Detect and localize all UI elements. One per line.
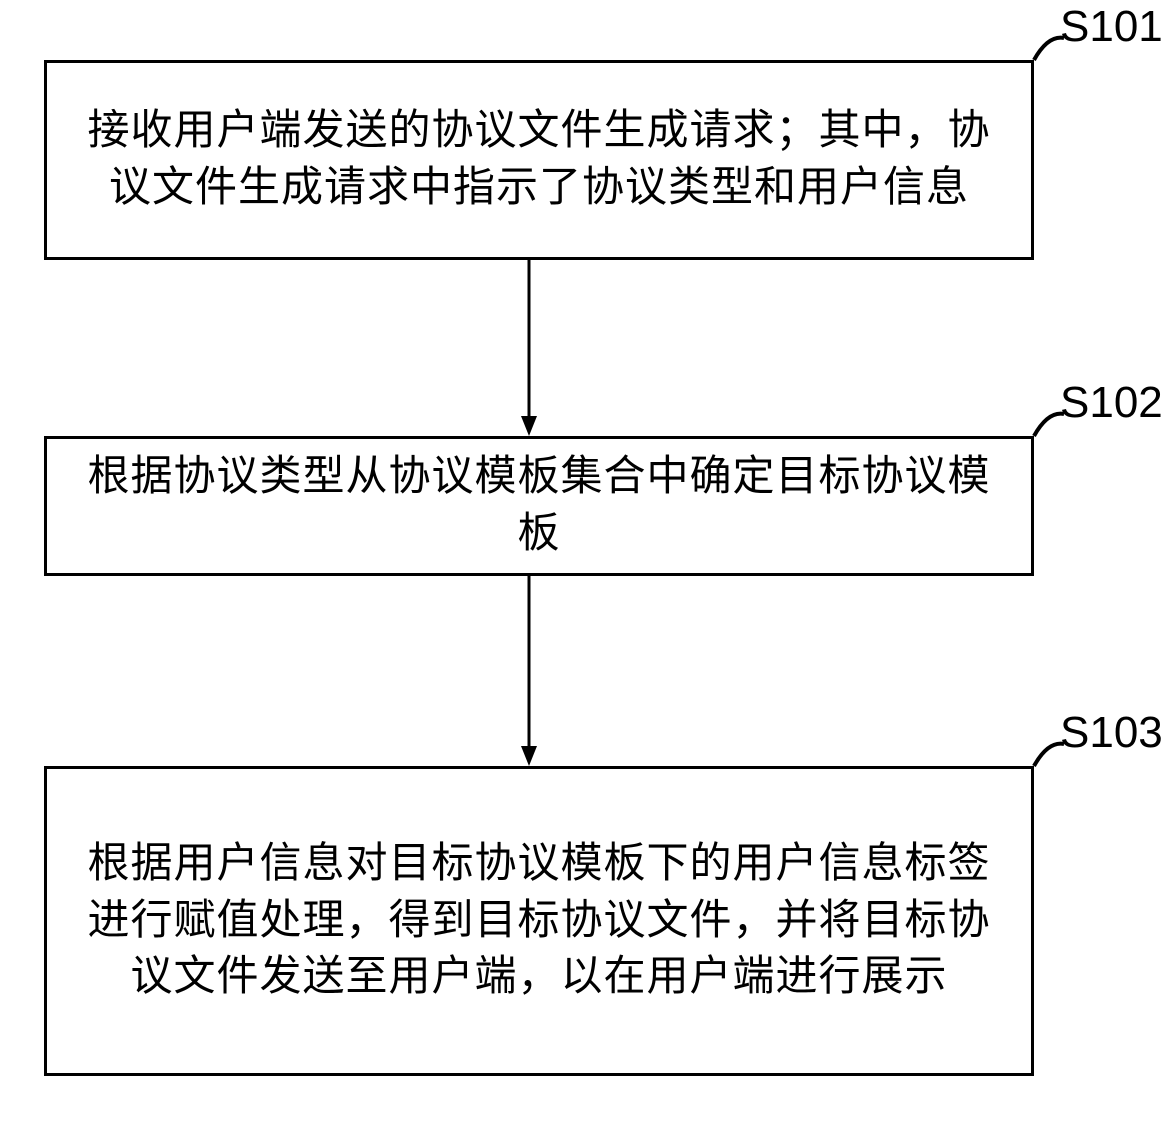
step-text-s103: 根据用户信息对目标协议模板下的用户信息标签进行赋值处理，得到目标协议文件，并将目…	[77, 836, 1001, 1006]
step-box-s102: 根据协议类型从协议模板集合中确定目标协议模板	[44, 436, 1034, 576]
step-label-s102: S102	[1060, 378, 1163, 428]
step-label-s103: S103	[1060, 708, 1163, 758]
step-text-s102: 根据协议类型从协议模板集合中确定目标协议模板	[77, 449, 1001, 562]
arrow-2	[519, 576, 539, 766]
step-box-s103: 根据用户信息对目标协议模板下的用户信息标签进行赋值处理，得到目标协议文件，并将目…	[44, 766, 1034, 1076]
step-box-s101: 接收用户端发送的协议文件生成请求；其中，协议文件生成请求中指示了协议类型和用户信…	[44, 60, 1034, 260]
arrow-1	[519, 260, 539, 436]
flowchart-container: 接收用户端发送的协议文件生成请求；其中，协议文件生成请求中指示了协议类型和用户信…	[0, 0, 1168, 1134]
step-label-s101: S101	[1060, 2, 1163, 52]
step-text-s101: 接收用户端发送的协议文件生成请求；其中，协议文件生成请求中指示了协议类型和用户信…	[77, 103, 1001, 216]
